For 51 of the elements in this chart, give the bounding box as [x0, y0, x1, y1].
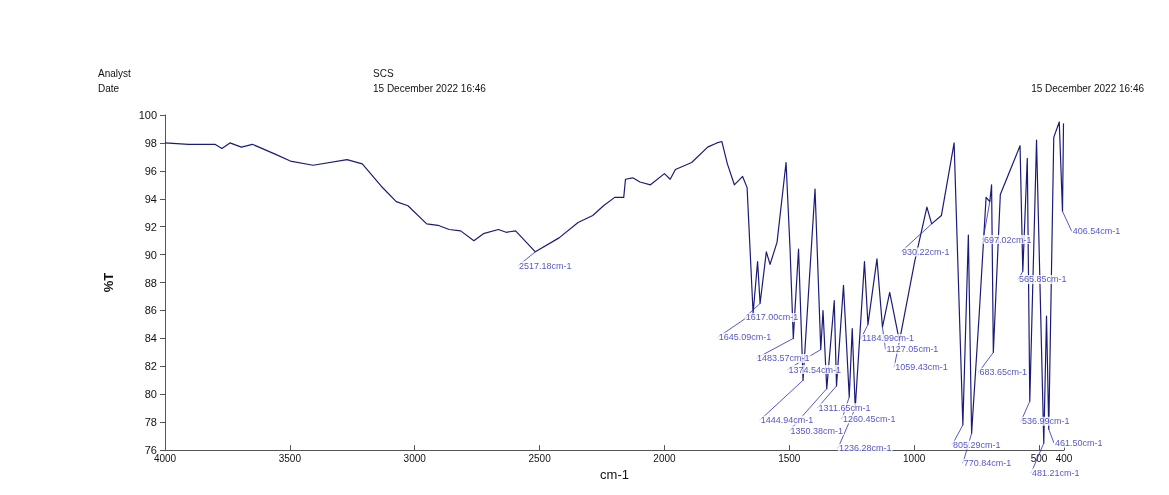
x-tick-label: 3000	[403, 452, 427, 464]
y-tick-label: 76	[144, 444, 157, 457]
annotation: 1350.38cm-1	[790, 425, 844, 436]
annotation: 565.85cm-1	[1019, 274, 1067, 285]
annotation: 770.84cm-1	[963, 458, 1012, 469]
y-tick-label: 98	[144, 136, 157, 149]
annotation: 2517.18cm-1	[519, 260, 572, 271]
y-tick-label: 80	[144, 388, 157, 401]
x-tick-label: 2500	[528, 452, 552, 464]
y-tick-label: 86	[144, 304, 157, 317]
x-tick-label: 1000	[903, 452, 926, 464]
annotation: 805.29cm-1	[953, 439, 1001, 450]
x-tick-label: 500	[1030, 452, 1048, 464]
annotation: 697.02cm-1	[984, 234, 1032, 245]
x-axis-title: cm-1	[600, 467, 629, 482]
text: 15 December 2022 16:46	[1031, 82, 1145, 94]
annotation: 1059.43cm-1	[895, 362, 948, 373]
x-tick-label: 400	[1055, 452, 1073, 464]
annotation: 406.54cm-1	[1072, 226, 1121, 237]
y-tick-label: 100	[138, 109, 157, 121]
annotation: 1374.54cm-1	[788, 364, 842, 375]
text: 15 December 2022 16:46	[373, 82, 487, 94]
annotation: 1184.99cm-1	[862, 333, 914, 344]
x-tick-label: 2000	[653, 452, 676, 464]
annotation: 481.21cm-1	[1032, 468, 1080, 479]
y-tick-label: 78	[144, 416, 157, 429]
annotation: 1127.05cm-1	[886, 344, 939, 355]
text: Analyst	[98, 67, 132, 79]
annotation: 683.65cm-1	[979, 367, 1028, 378]
annotation: 1236.28cm-1	[838, 443, 892, 454]
annotation: 461.50cm-1	[1055, 438, 1103, 449]
annotation: 536.99cm-1	[1022, 416, 1070, 427]
x-tick-label: 3500	[278, 452, 302, 464]
text: SCS	[373, 67, 394, 79]
annotation: 1483.57cm-1	[757, 353, 810, 364]
annotation: 1617.00cm-1	[745, 312, 799, 323]
y-tick-label: 84	[144, 332, 157, 345]
annotation: 1444.94cm-1	[760, 415, 814, 426]
annotation: 930.22cm-1	[901, 246, 950, 257]
x-tick-label: 1500	[778, 452, 801, 464]
annotation: 1260.45cm-1	[842, 414, 896, 425]
text: Date	[98, 82, 120, 94]
annotation: 1311.65cm-1	[818, 402, 871, 413]
y-tick-label: 92	[144, 220, 157, 233]
y-tick-label: 90	[144, 248, 157, 261]
y-tick-label: 96	[144, 164, 157, 177]
y-tick-label: 82	[144, 360, 157, 373]
annotation: 1645.09cm-1	[718, 332, 772, 343]
y-axis-title: %T	[101, 272, 116, 293]
y-tick-label: 94	[144, 192, 157, 205]
y-tick-label: 88	[144, 276, 157, 289]
